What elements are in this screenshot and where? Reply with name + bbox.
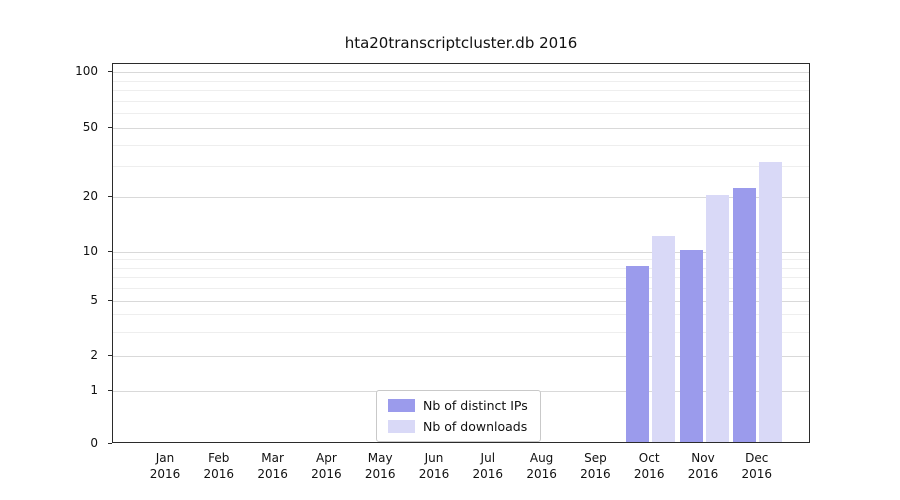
x-tick-label: Jun 2016 — [418, 451, 450, 481]
chart-title: hta20transcriptcluster.db 2016 — [344, 34, 578, 52]
major-gridline — [113, 252, 809, 253]
major-gridline — [113, 128, 809, 129]
y-tick-mark — [108, 390, 112, 391]
y-tick-label: 100 — [75, 64, 98, 78]
legend-swatch-downloads — [388, 420, 415, 433]
x-tick-label: Oct 2016 — [633, 451, 665, 481]
x-tick-label: Dec 2016 — [741, 451, 773, 481]
x-tick-label: Feb 2016 — [203, 451, 235, 481]
minor-gridline — [113, 113, 809, 114]
x-tick-label: Aug 2016 — [526, 451, 557, 481]
y-tick-label: 2 — [90, 348, 98, 362]
y-tick-mark — [108, 71, 112, 72]
bar-distinct-ips — [733, 187, 757, 442]
major-gridline — [113, 356, 809, 357]
minor-gridline — [113, 90, 809, 91]
legend-label-downloads: Nb of downloads — [423, 419, 528, 434]
minor-gridline — [113, 259, 809, 260]
y-axis: 0 1 2 5 10 20 50 100 — [0, 63, 112, 450]
x-tick-label: Sep 2016 — [580, 451, 611, 481]
major-gridline — [113, 72, 809, 73]
major-gridline — [113, 197, 809, 198]
x-axis: Jan 2016 Feb 2016 Mar 2016 Apr 2016 May 2016 Jun 20… — [112, 447, 810, 491]
x-tick-label: Mar 2016 — [257, 451, 288, 481]
legend-item-distinct-ips: Nb of distinct IPs — [388, 398, 528, 413]
minor-gridline — [113, 277, 809, 278]
bar-distinct-ips — [679, 250, 703, 442]
y-tick-label: 1 — [90, 383, 98, 397]
minor-gridline — [113, 145, 809, 146]
legend-item-downloads: Nb of downloads — [388, 419, 528, 434]
bar-distinct-ips — [625, 265, 649, 442]
x-tick-label: Jan 2016 — [149, 451, 181, 481]
minor-gridline — [113, 101, 809, 102]
y-tick-label: 10 — [82, 244, 98, 258]
y-tick-mark — [108, 251, 112, 252]
y-tick-mark — [108, 443, 112, 444]
minor-gridline — [113, 81, 809, 82]
minor-gridline — [113, 314, 809, 315]
y-tick-mark — [108, 300, 112, 301]
legend-label-distinct-ips: Nb of distinct IPs — [423, 398, 528, 413]
y-tick-label: 5 — [90, 293, 98, 307]
major-gridline — [113, 301, 809, 302]
y-tick-mark — [108, 127, 112, 128]
bar-downloads — [705, 195, 729, 442]
x-tick-label: Jul 2016 — [472, 451, 504, 481]
x-tick-label: Apr 2016 — [311, 451, 342, 481]
minor-gridline — [113, 166, 809, 167]
plot-area: Nb of distinct IPs Nb of downloads — [112, 63, 810, 443]
y-tick-mark — [108, 355, 112, 356]
y-tick-label: 0 — [90, 436, 98, 450]
x-tick-label: May 2016 — [364, 451, 396, 481]
minor-gridline — [113, 268, 809, 269]
minor-gridline — [113, 332, 809, 333]
bar-downloads — [759, 162, 783, 442]
bar-downloads — [651, 235, 675, 442]
y-tick-mark — [108, 196, 112, 197]
legend: Nb of distinct IPs Nb of downloads — [376, 390, 541, 442]
y-tick-label: 20 — [82, 189, 98, 203]
x-tick-label: Nov 2016 — [687, 451, 719, 481]
legend-swatch-distinct-ips — [388, 399, 415, 412]
minor-gridline — [113, 288, 809, 289]
y-tick-label: 50 — [82, 120, 98, 134]
